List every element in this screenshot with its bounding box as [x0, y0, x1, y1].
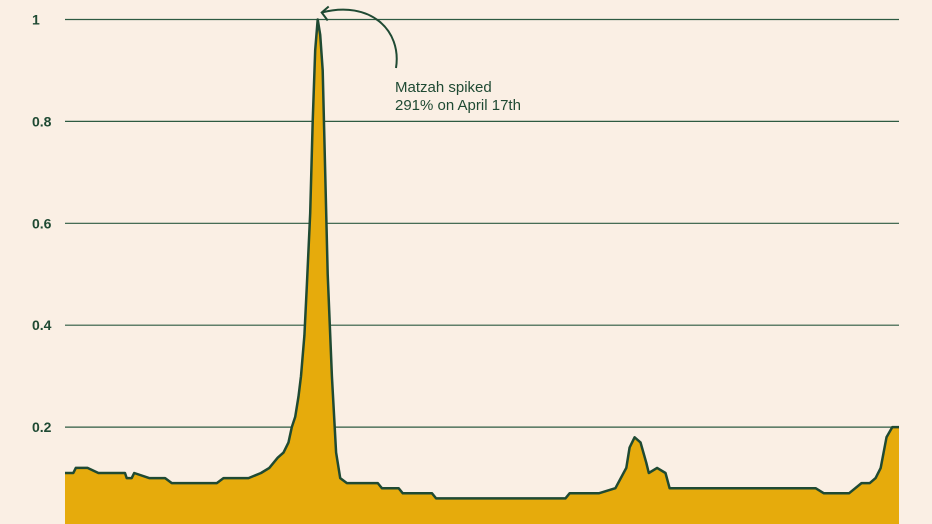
y-tick-label-4: 0.2 — [32, 419, 52, 435]
annotation-text-line-1: Matzah spiked — [395, 79, 492, 96]
annotation-arrowhead-icon — [320, 5, 330, 22]
y-tick-label-2: 0.6 — [32, 215, 52, 231]
y-tick-label-1: 0.8 — [32, 113, 52, 129]
series-line — [65, 18, 899, 500]
y-tick-label-0: 1 — [32, 12, 40, 28]
y-tick-label-3: 0.4 — [32, 317, 52, 333]
area-series — [65, 18, 899, 524]
annotation-arrow-icon — [321, 8, 398, 69]
y-axis-tick-labels: 1 0.8 0.6 0.4 0.2 — [32, 12, 52, 436]
annotation: Matzah spiked 291% on April 17th — [320, 5, 521, 114]
annotation-text-line-2: 291% on April 17th — [395, 97, 521, 114]
grid-lines — [65, 18, 899, 428]
